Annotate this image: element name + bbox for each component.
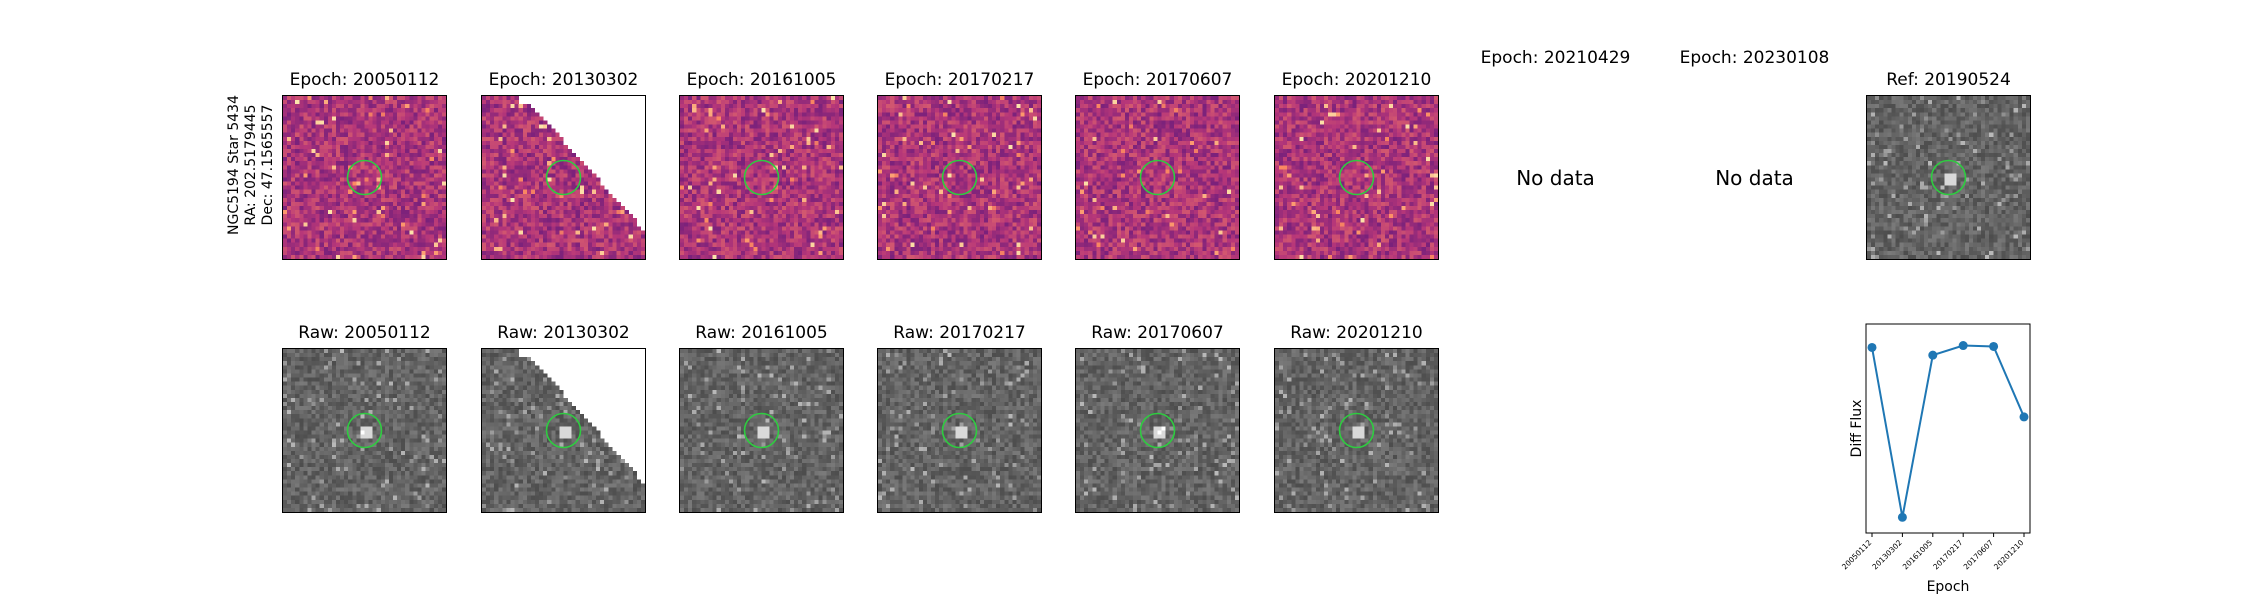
diff-panel — [282, 95, 447, 260]
image-cutout — [878, 349, 1041, 512]
target-dec: Dec: 47.1565557 — [260, 104, 276, 226]
raw-panel — [1075, 348, 1240, 513]
aperture-circle — [346, 159, 383, 196]
y-axis-label: Diff Flux — [1849, 400, 1865, 458]
target-label: NGC5194 Star 5434 RA: 202.5179445 Dec: 4… — [226, 65, 277, 265]
data-point — [2019, 412, 2029, 422]
empty-panel-title: Epoch: 20230108 — [1679, 48, 1830, 68]
aperture-circle — [1338, 159, 1375, 196]
diff-panel — [679, 95, 844, 260]
image-cutout — [878, 96, 1041, 259]
image-cutout — [482, 96, 645, 259]
diff-panel-title: Epoch: 20201210 — [1281, 70, 1432, 90]
image-cutout — [680, 349, 843, 512]
no-data-label: No data — [1715, 165, 1794, 190]
target-ra: RA: 202.5179445 — [243, 104, 259, 226]
data-point — [1867, 342, 1877, 352]
raw-panel — [481, 348, 646, 513]
raw-panel — [1274, 348, 1439, 513]
aperture-circle — [743, 412, 780, 449]
aperture-circle — [545, 159, 582, 196]
aperture-circle — [545, 412, 582, 449]
raw-panel — [877, 348, 1042, 513]
aperture-circle — [941, 159, 978, 196]
x-tick-label: 20201210 — [1992, 538, 2026, 572]
no-data-label: No data — [1516, 165, 1595, 190]
image-cutout — [283, 349, 446, 512]
raw-panel — [679, 348, 844, 513]
series-line — [1871, 344, 2025, 518]
raw-panel-title: Raw: 20170607 — [1091, 323, 1224, 343]
diff-panel — [481, 95, 646, 260]
image-cutout — [1275, 349, 1438, 512]
diff-panel-title: Epoch: 20130302 — [488, 70, 639, 90]
image-cutout — [1076, 349, 1239, 512]
x-tick-label: 20161005 — [1901, 538, 1935, 572]
raw-panel-title: Raw: 20050112 — [298, 323, 431, 343]
x-tick-label: 20130302 — [1870, 538, 1904, 572]
plot-frame — [1865, 323, 2031, 534]
diff-panel — [1274, 95, 1439, 260]
raw-panel-title: Raw: 20170217 — [893, 323, 1026, 343]
x-tick-label: 20170607 — [1962, 538, 1996, 572]
aperture-circle — [743, 159, 780, 196]
target-name: NGC5194 Star 5434 — [226, 95, 242, 235]
aperture-circle — [1139, 412, 1176, 449]
image-cutout — [1076, 96, 1239, 259]
aperture-circle — [346, 412, 383, 449]
image-cutout — [680, 96, 843, 259]
diff-panel-title: Epoch: 20170217 — [884, 70, 1035, 90]
diff-panel — [1075, 95, 1240, 260]
x-tick-label: 20050112 — [1840, 538, 1874, 572]
aperture-circle — [1338, 412, 1375, 449]
diff-panel-title: Epoch: 20050112 — [289, 70, 440, 90]
image-cutout — [1867, 96, 2030, 259]
x-tick-label: 20170217 — [1931, 538, 1965, 572]
raw-panel — [282, 348, 447, 513]
empty-panel-title: Epoch: 20210429 — [1480, 48, 1631, 68]
x-axis-label: Epoch — [1927, 579, 1970, 595]
raw-panel-title: Raw: 20130302 — [497, 323, 630, 343]
aperture-circle — [1139, 159, 1176, 196]
diff-panel — [877, 95, 1042, 260]
image-cutout — [482, 349, 645, 512]
diff-panel-title: Epoch: 20161005 — [686, 70, 837, 90]
raw-panel-title: Raw: 20161005 — [695, 323, 828, 343]
data-point — [1958, 341, 1968, 351]
aperture-circle — [941, 412, 978, 449]
data-point — [1897, 512, 1907, 522]
diff-panel-title: Epoch: 20170607 — [1082, 70, 1233, 90]
data-point — [1989, 341, 1999, 351]
diff-flux-chart: 2005011220130302201610052017021720170607… — [1840, 323, 2031, 595]
image-cutout — [1275, 96, 1438, 259]
aperture-circle — [1930, 159, 1967, 196]
raw-panel-title: Raw: 20201210 — [1290, 323, 1423, 343]
data-point — [1928, 350, 1938, 360]
diff-panel — [1866, 95, 2031, 260]
image-cutout — [283, 96, 446, 259]
diff-panel-title: Ref: 20190524 — [1886, 70, 2011, 90]
